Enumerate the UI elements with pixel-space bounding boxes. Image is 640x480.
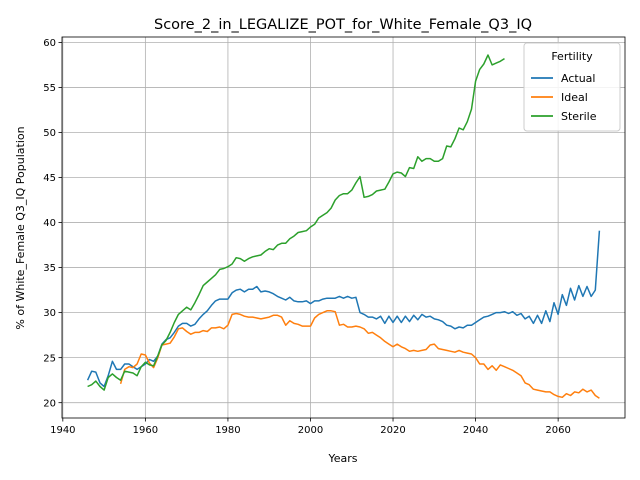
x-axis-ticks: 1940 1960 1980 2000 2020 2040 2060 (50, 418, 571, 436)
series-line-sterile (87, 54, 505, 391)
legend-entry-ideal: Ideal (531, 91, 588, 104)
legend-entry-sterile: Sterile (531, 110, 597, 123)
x-tick-label: 1960 (133, 425, 158, 436)
y-axis-ticks: 20 25 30 35 40 45 50 55 60 (43, 38, 62, 409)
x-tick-label: 1940 (50, 425, 75, 436)
series-lines (86, 54, 601, 399)
y-tick-label: 45 (43, 173, 56, 184)
legend-label: Ideal (561, 91, 588, 104)
series-line-ideal (119, 310, 600, 399)
y-tick-label: 50 (43, 128, 56, 139)
y-tick-label: 20 (43, 398, 56, 409)
legend-box (523, 42, 621, 132)
x-tick-label: 2020 (380, 425, 405, 436)
x-tick-label: 2000 (298, 425, 323, 436)
y-tick-label: 35 (43, 263, 56, 274)
y-tick-label: 25 (43, 353, 56, 364)
legend-label: Sterile (561, 110, 597, 123)
y-axis-label: % of White_Female Q3_IQ Population (14, 126, 27, 329)
legend-entry-actual: Actual (531, 72, 595, 85)
x-axis-label: Years (327, 452, 357, 465)
legend: Fertility Actual Ideal Sterile (523, 42, 621, 132)
y-tick-label: 60 (43, 38, 56, 49)
chart-title: Score_2_in_LEGALIZE_POT_for_White_Female… (154, 17, 532, 33)
plot-area (61, 36, 626, 419)
x-tick-label: 1980 (215, 425, 240, 436)
grid-lines (62, 37, 625, 418)
y-tick-label: 40 (43, 218, 56, 229)
x-tick-label: 2040 (463, 425, 488, 436)
legend-items: Actual Ideal Sterile (531, 72, 597, 123)
x-tick-label: 2060 (545, 425, 570, 436)
legend-label: Actual (561, 72, 595, 85)
legend-title: Fertility (551, 50, 593, 63)
y-tick-label: 30 (43, 308, 56, 319)
series-line-actual (86, 230, 601, 388)
y-tick-label: 55 (43, 83, 56, 94)
